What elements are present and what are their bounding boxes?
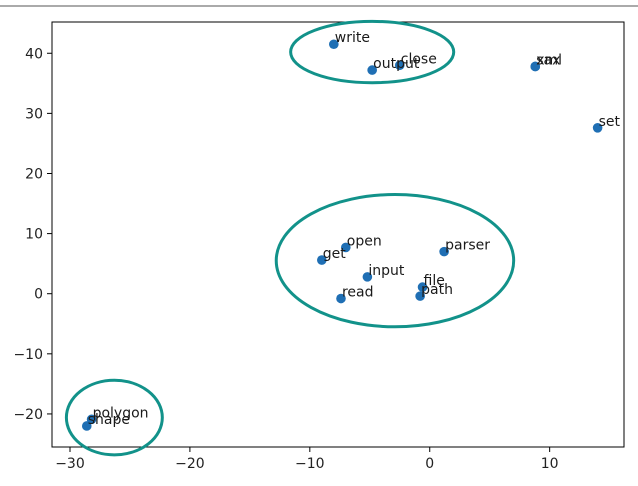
- point-label-xml: xml: [536, 52, 562, 68]
- point-label-path: path: [421, 282, 453, 298]
- point-label-read: read: [342, 285, 374, 301]
- x-tick-label: 0: [425, 456, 434, 472]
- x-tick-label: 10: [541, 456, 559, 472]
- x-axis: −30 −20 −10 0 10: [55, 447, 559, 472]
- point-label-parser: parser: [445, 238, 490, 254]
- data-points: [81, 39, 603, 431]
- y-tick-label: −10: [13, 347, 43, 363]
- data-point-xml: [530, 61, 541, 72]
- data-point-polygon: [86, 414, 97, 425]
- point-label-open: open: [347, 233, 382, 249]
- point-label-shape: shape: [88, 412, 130, 428]
- cluster-ellipse: [64, 378, 164, 457]
- point-label-sax: sax: [536, 52, 560, 68]
- y-tick-label: 0: [34, 287, 43, 303]
- cluster-ellipse: [274, 193, 516, 329]
- data-point-file: [417, 282, 428, 292]
- point-label-input: input: [368, 263, 405, 279]
- y-axis: −20 −10 0 10 20 30 40: [13, 46, 52, 423]
- data-point-input: [362, 272, 373, 282]
- cluster-annotations: [64, 19, 516, 457]
- point-label-write: write: [335, 30, 370, 46]
- data-point-open: [340, 242, 351, 253]
- x-tick-label: −30: [55, 456, 85, 472]
- data-point-output: [367, 65, 377, 75]
- x-tick-label: −20: [175, 456, 205, 472]
- data-point-write: [329, 39, 339, 50]
- y-tick-label: 20: [25, 166, 43, 182]
- y-tick-label: 30: [25, 106, 43, 122]
- point-label-close: close: [401, 51, 437, 67]
- data-point-path: [415, 291, 425, 301]
- y-tick-label: −20: [13, 407, 43, 423]
- point-label-polygon: polygon: [93, 405, 149, 421]
- plot-frame: [51, 21, 625, 448]
- data-point-shape: [81, 421, 92, 431]
- data-point-set: [592, 122, 603, 133]
- data-point-get: [317, 255, 327, 265]
- data-point-read: [336, 293, 346, 304]
- x-tick-label: −10: [295, 456, 325, 472]
- point-label-set: set: [599, 114, 621, 130]
- point-label-output: output: [373, 56, 420, 72]
- point-label-file: file: [424, 273, 445, 289]
- point-label-get: get: [323, 246, 347, 262]
- cluster-ellipse: [289, 19, 456, 85]
- data-point-parser: [439, 246, 449, 257]
- y-tick-label: 10: [25, 227, 43, 243]
- y-tick-label: 40: [25, 46, 43, 62]
- data-point-close: [394, 60, 405, 71]
